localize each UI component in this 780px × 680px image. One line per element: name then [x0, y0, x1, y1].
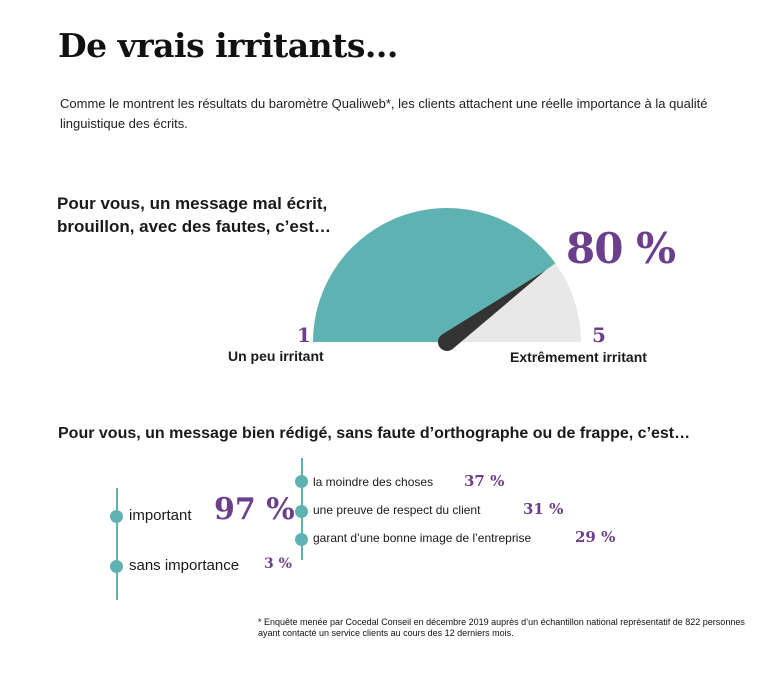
item-sans-importance-label: sans importance — [129, 557, 240, 574]
footnote: * Enquête menée par Cocedal Conseil en d… — [258, 617, 745, 638]
scale-max-label: Extrêmement irritant — [510, 349, 647, 365]
scale-min-number: 1 — [297, 323, 311, 347]
page-title: De vrais irritants... — [58, 26, 398, 65]
sub-item-image-label: garant d’une bonne image de l’entreprise — [313, 531, 532, 545]
bullet-sans-importance — [110, 560, 123, 573]
sub-item-image-value: 29 % — [575, 528, 616, 546]
bullet-moindre — [295, 475, 308, 488]
intro-text: Comme le montrent les résultats du barom… — [60, 96, 708, 131]
sub-item-respect-value: 31 % — [523, 500, 564, 518]
bullet-important — [110, 510, 123, 523]
scale-min-label: Un peu irritant — [228, 348, 324, 364]
gauge-value-label: 80 % — [566, 224, 676, 273]
gauge-fill-arc — [313, 208, 556, 342]
question-2: Pour vous, un message bien rédigé, sans … — [58, 425, 691, 442]
gauge-question: Pour vous, un message mal écrit, brouill… — [57, 194, 331, 236]
sub-item-moindre-label: la moindre des choses — [313, 475, 434, 489]
scale-max-number: 5 — [592, 323, 606, 347]
left-branch-line — [116, 488, 118, 600]
item-important-value: 97 % — [214, 492, 295, 527]
bullet-image — [295, 533, 308, 546]
item-sans-importance-value: 3 % — [264, 556, 292, 572]
item-important-label: important — [129, 507, 192, 524]
sub-item-moindre-value: 37 % — [464, 472, 505, 490]
gauge-needle — [438, 270, 546, 351]
bullet-respect — [295, 505, 308, 518]
sub-item-respect-label: une preuve de respect du client — [313, 503, 481, 517]
